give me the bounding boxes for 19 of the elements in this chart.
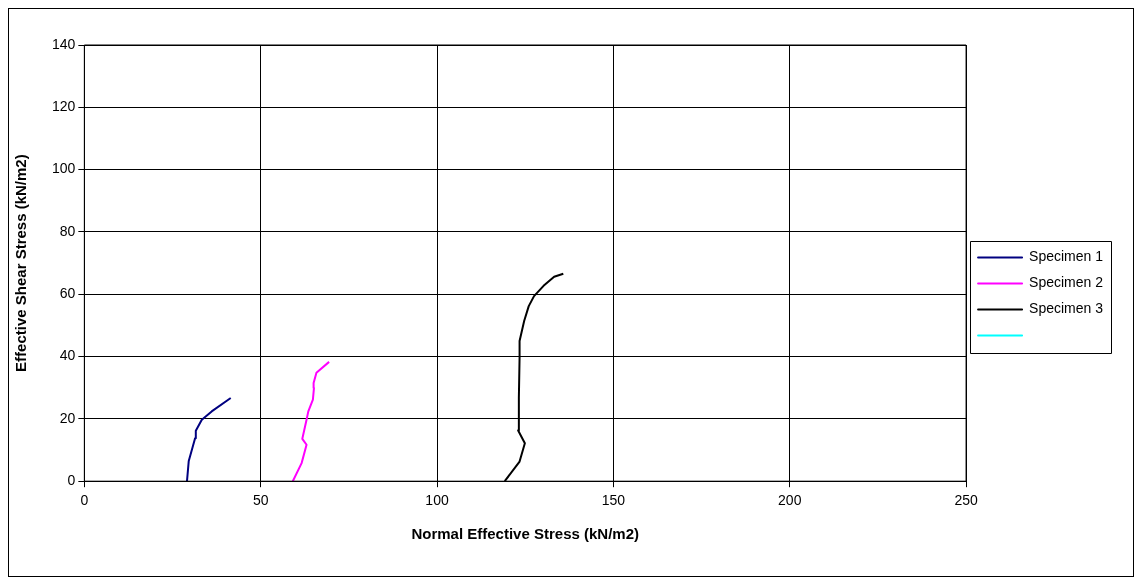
y-tick-label: 100: [52, 160, 76, 177]
y-tick-label: 0: [67, 472, 76, 489]
x-tick-label: 50: [252, 492, 269, 509]
legend-label: Specimen 1: [1029, 248, 1104, 265]
y-tick-label: 40: [59, 347, 76, 364]
y-tick-label: 140: [52, 35, 76, 52]
y-tick-label: 80: [59, 222, 76, 239]
y-tick-label: 120: [52, 98, 76, 115]
y-axis-title: Effective Shear Stress (kN/m2): [12, 154, 30, 372]
y-tick-label: 60: [59, 285, 76, 302]
x-tick-label: 200: [778, 492, 802, 509]
x-tick-label: 0: [80, 492, 89, 509]
x-axis-title: Normal Effective Stress (kN/m2): [411, 525, 640, 543]
y-tick-label: 20: [59, 409, 76, 426]
x-tick-label: 150: [601, 492, 626, 509]
x-tick-label: 100: [425, 492, 449, 509]
x-tick-label: 250: [954, 492, 978, 509]
legend-label: Specimen 2: [1029, 274, 1104, 291]
legend-label: Specimen 3: [1029, 300, 1104, 317]
